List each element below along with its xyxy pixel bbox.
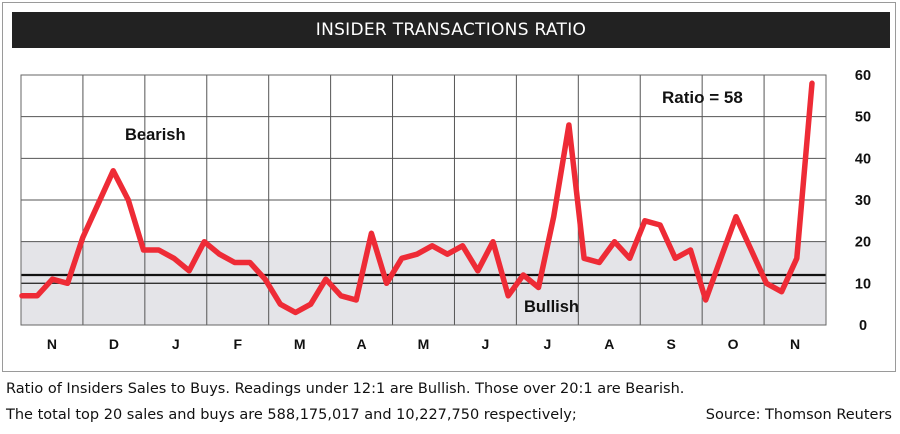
series-ratio [19,80,815,316]
insider-ratio-chart: 0 10 20 30 40 50 60 N D J F M A M J J A S O N Bearish Bull… [19,68,871,352]
caption-line-2: The total top 20 sales and buys are 588,… [6,407,577,423]
x-tick-label: J [172,336,180,352]
x-tick-label: N [790,336,800,352]
chart-title: INSIDER TRANSACTIONS RATIO [12,12,890,48]
x-tick-label: D [109,336,119,352]
annotation-ratio: Ratio = 58 [662,88,743,107]
x-tick-label: J [543,336,551,352]
threshold-lines [21,273,826,284]
y-tick-label: 40 [855,151,871,167]
x-tick-label: N [47,336,57,352]
x-tick-label: S [667,336,676,352]
y-tick-label: 50 [855,110,871,126]
y-tick-label: 60 [855,68,871,84]
y-tick-label: 0 [859,318,867,334]
x-tick-label: J [482,336,490,352]
annotation-bearish: Bearish [125,126,186,144]
y-tick-labels: 0 10 20 30 40 50 60 [855,68,871,334]
caption-source: Source: Thomson Reuters [705,407,892,423]
x-tick-label: A [604,336,614,352]
y-tick-label: 10 [855,276,871,292]
caption-line-1: Ratio of Insiders Sales to Buys. Reading… [6,381,685,397]
x-tick-label: F [233,336,242,352]
x-tick-label: M [418,336,430,352]
x-tick-label: M [294,336,306,352]
x-tick-label: O [728,336,739,352]
y-tick-label: 30 [855,193,871,209]
plot-border [20,74,827,326]
y-tick-label: 20 [855,235,871,251]
x-tick-label: A [357,336,367,352]
annotation-bullish: Bullish [524,298,579,316]
